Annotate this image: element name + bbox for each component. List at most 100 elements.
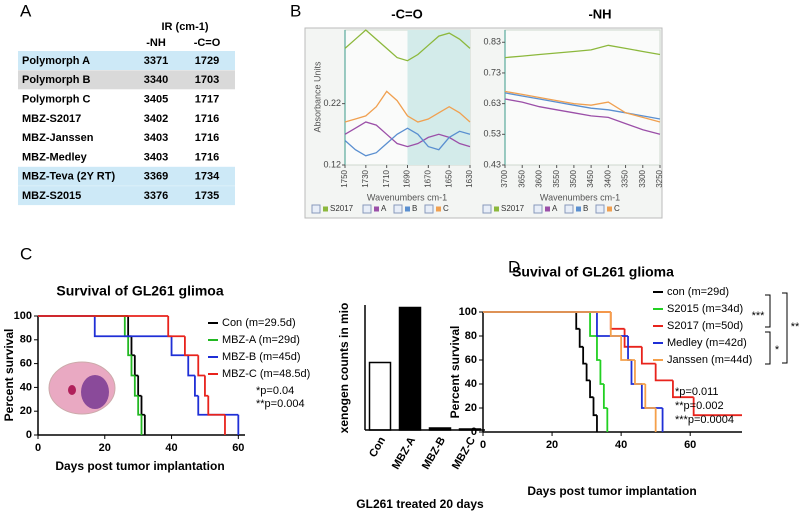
survival-step <box>207 395 225 416</box>
y-tick-label: 20 <box>465 402 477 414</box>
x-tick-label: 3500 <box>569 169 578 187</box>
survival-step <box>634 360 646 385</box>
survival-step <box>592 397 597 417</box>
y-tick-label: 80 <box>20 334 32 346</box>
x-tick-label: MBZ-C <box>450 435 478 472</box>
x-tick-label: 40 <box>615 439 627 451</box>
legend-label: B <box>583 204 588 213</box>
survival-step <box>197 355 205 377</box>
table-row <box>18 108 235 128</box>
tumor <box>81 375 109 409</box>
y-tick-label: 0.12 <box>323 159 341 169</box>
table-row <box>18 166 235 186</box>
legend-label: S2017 <box>501 204 525 213</box>
table-cell: Polymorph A <box>22 55 90 67</box>
x-tick-label: 40 <box>165 442 177 454</box>
annotation: *p=0.04 <box>256 385 294 397</box>
y-axis-label: Percent survival <box>448 326 462 419</box>
survival-step <box>589 380 594 399</box>
legend-checkbox <box>482 204 492 214</box>
legend-checkbox <box>424 204 434 214</box>
y-tick-label: 20 <box>20 405 32 417</box>
survival-step <box>130 355 135 377</box>
annotation: **p=0.004 <box>256 398 305 410</box>
annotation: **p=0.002 <box>675 400 724 412</box>
survival-step <box>602 384 608 409</box>
survival-step <box>692 397 742 417</box>
table-row <box>18 186 235 206</box>
x-axis-label: Days post tumor implantation <box>527 484 696 498</box>
x-axis-label: Wavenumbers cm-1 <box>540 192 620 202</box>
survival-step <box>630 360 642 385</box>
survival-step <box>599 360 604 385</box>
x-tick-label: 1690 <box>403 169 412 187</box>
x-tick-label: 60 <box>684 439 696 451</box>
legend-swatch <box>494 206 499 212</box>
survival-step <box>130 336 135 357</box>
survival-step <box>582 346 587 365</box>
survival-step <box>140 395 145 416</box>
x-tick-label: 1710 <box>382 169 391 187</box>
table-cell: 3403 <box>144 132 168 144</box>
y-tick-label: 60 <box>465 354 477 366</box>
bracket <box>782 292 788 364</box>
survival-step <box>620 336 635 361</box>
legend-swatch <box>607 206 612 212</box>
legend-checkbox <box>564 204 574 214</box>
legend-swatch <box>323 206 328 212</box>
table-cell: 1716 <box>195 132 219 144</box>
y-tick-label: 60 <box>20 358 32 370</box>
legend-label: Janssen (m=44d) <box>667 354 752 366</box>
x-axis-label: Wavenumbers cm-1 <box>367 192 447 202</box>
table-cell: MBZ-Janssen <box>22 132 94 144</box>
chart-title: Survival of GL261 glimoa <box>56 283 223 299</box>
y-axis-label: Percent survival <box>2 329 16 422</box>
x-tick-label: 1730 <box>361 169 370 187</box>
table-cell: 3376 <box>144 190 168 202</box>
panel-label: D <box>508 257 520 276</box>
legend-swatch <box>374 206 379 212</box>
chart-title: -C=O <box>391 6 422 21</box>
survival-step <box>654 363 673 382</box>
x-axis-label: GL261 treated 20 days <box>356 497 484 511</box>
y-tick-label: 80 <box>465 330 477 342</box>
comparison-label: * <box>775 344 780 356</box>
y-tick-label: 0 <box>26 429 32 441</box>
x-tick-label: 0 <box>35 442 41 454</box>
table-cell: 3369 <box>144 171 168 183</box>
survival-step <box>596 336 601 361</box>
panel-label: C <box>20 244 32 263</box>
table-cell: 3402 <box>144 113 168 125</box>
table-cell: 3371 <box>144 55 168 67</box>
x-tick-label: MBZ-B <box>420 435 448 472</box>
table-cell: 3340 <box>144 74 168 86</box>
annotation: *p=0.011 <box>675 386 719 398</box>
x-tick-label: 1750 <box>340 169 349 187</box>
legend-checkbox <box>311 204 321 214</box>
survival-step <box>133 375 139 397</box>
table-cell: MBZ-Medley <box>22 151 88 163</box>
table-row <box>18 89 235 109</box>
legend-checkbox <box>362 204 372 214</box>
table-group-header: IR (cm-1) <box>161 21 208 33</box>
legend-label: S2017 (m=50d) <box>667 320 743 332</box>
survival-step <box>578 328 584 348</box>
bracket <box>765 294 771 328</box>
legend-label: C <box>443 204 449 213</box>
survival-step <box>575 312 580 330</box>
survival-step <box>640 346 656 365</box>
brain-image <box>48 361 116 415</box>
table-cell: 1703 <box>195 74 219 86</box>
y-tick-label: 0.73 <box>483 67 501 77</box>
legend-swatch <box>405 206 410 212</box>
table-cell: 1735 <box>195 190 219 202</box>
legend-label: A <box>552 204 558 213</box>
x-tick-label: 20 <box>546 439 558 451</box>
chart-title: -NH <box>588 6 611 21</box>
legend-label: Medley (m=42d) <box>667 337 747 349</box>
spectrum-line <box>504 90 661 123</box>
survival-step <box>137 395 142 416</box>
table-cell: 1716 <box>195 113 219 125</box>
survival-step <box>585 363 591 382</box>
legend-checkbox <box>595 204 605 214</box>
